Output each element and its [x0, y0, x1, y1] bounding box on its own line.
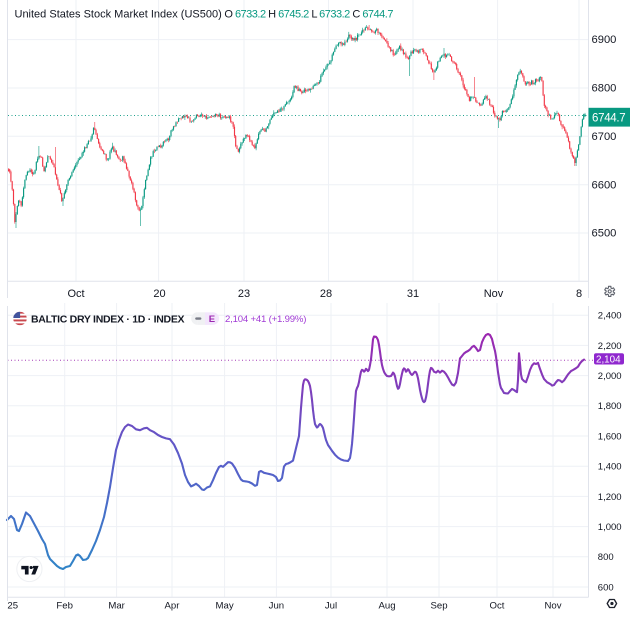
svg-text:1,400: 1,400	[598, 462, 622, 473]
svg-text:6900: 6900	[592, 34, 617, 46]
svg-text:800: 800	[598, 552, 614, 563]
svg-text:Aug: Aug	[378, 601, 395, 612]
svg-text:23: 23	[238, 288, 250, 300]
svg-text:1,000: 1,000	[598, 522, 622, 533]
svg-text:Apr: Apr	[165, 601, 181, 612]
svg-text:28: 28	[320, 288, 332, 300]
svg-text:2,104: 2,104	[596, 354, 621, 365]
svg-text:1,200: 1,200	[598, 492, 622, 503]
svg-text:Nov: Nov	[544, 601, 561, 612]
svg-text:6700: 6700	[592, 131, 617, 143]
svg-text:Oct: Oct	[67, 288, 84, 300]
svg-text:6800: 6800	[592, 83, 617, 95]
svg-text:Nov: Nov	[484, 288, 504, 300]
svg-text:1,800: 1,800	[598, 401, 622, 412]
svg-text:25: 25	[7, 601, 18, 612]
svg-text:Mar: Mar	[108, 601, 125, 612]
svg-text:6600: 6600	[592, 179, 617, 191]
svg-text:2,104 +41 (+1.99%): 2,104 +41 (+1.99%)	[225, 314, 306, 325]
svg-text:BALTIC DRY INDEX · 1D · INDEX: BALTIC DRY INDEX · 1D · INDEX	[31, 313, 185, 325]
svg-text:Feb: Feb	[56, 601, 73, 612]
svg-text:20: 20	[153, 288, 165, 300]
svg-text:8: 8	[576, 288, 582, 300]
svg-text:United States Stock Market Ind: United States Stock Market Index (US500)…	[15, 9, 394, 21]
svg-text:Sep: Sep	[430, 601, 447, 612]
svg-text:6500: 6500	[592, 228, 617, 240]
svg-text:E: E	[209, 314, 215, 325]
svg-text:1,600: 1,600	[598, 431, 622, 442]
svg-text:Jun: Jun	[269, 601, 284, 612]
svg-text:6744.7: 6744.7	[592, 113, 625, 125]
svg-text:Oct: Oct	[490, 601, 505, 612]
svg-text:Jul: Jul	[325, 601, 337, 612]
svg-text:31: 31	[407, 288, 419, 300]
svg-text:2,200: 2,200	[598, 341, 622, 352]
svg-text:2,000: 2,000	[598, 371, 622, 382]
svg-text:600: 600	[598, 582, 614, 593]
svg-text:2,400: 2,400	[598, 311, 622, 322]
svg-text:May: May	[216, 601, 234, 612]
